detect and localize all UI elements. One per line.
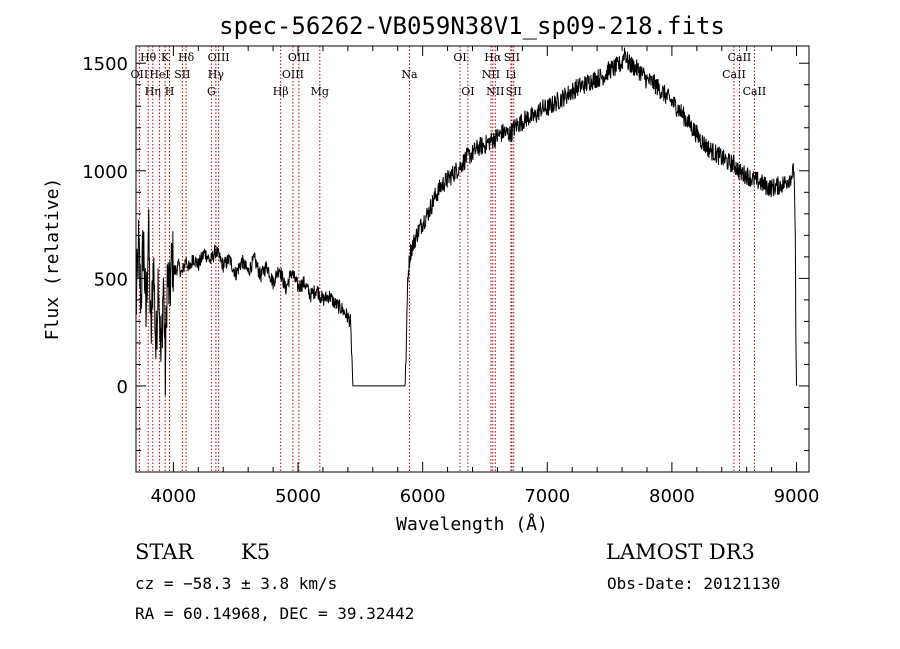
spectral-line-label: CaII [722,68,746,81]
spectral-line-label: OI [461,85,474,98]
spectral-line-label: OII [131,68,149,81]
object-class: STAR [135,540,194,564]
spectral-line-label: SII [504,51,520,64]
spectral-line-label: Hγ [208,68,225,81]
spectral-line-label: Hη [145,85,161,98]
chart-title: spec-56262-VB059N38V1_sp09-218.fits [219,12,725,40]
spectral-line-label: Hδ [178,51,195,64]
spectral-line-label: Mg [311,85,329,98]
x-axis-label: Wavelength (Å) [396,513,548,535]
subclass: K5 [241,540,271,564]
spectral-line-label: CaII [743,85,767,98]
spectral-line-label: SII [506,85,522,98]
spectral-line-label: Hβ [273,85,289,98]
spectral-line-label: NII [482,68,500,81]
flux-series [135,47,797,396]
spectral-line-label: SII [174,68,190,81]
y-tick-label: 1000 [82,162,128,183]
spectral-line-label: H [165,85,175,98]
flux-line [135,47,797,396]
spectral-line-label: NII [486,85,504,98]
spectral-line-label: OIII [288,51,310,64]
spectral-line-label: OIII [282,68,304,81]
spectral-line-label: Hθ [140,51,157,64]
spectral-line-label: OI [453,51,466,64]
y-axis-label: Flux (relative) [42,178,63,341]
spectral-line-label: Hα [484,51,502,64]
x-tick-label: 5000 [275,486,321,507]
plot-frame [135,45,810,473]
y-tick-label: 500 [94,269,128,290]
x-tick-label: 8000 [649,486,695,507]
redshift-velocity: cz = −58.3 ± 3.8 km/s [135,574,338,593]
observation-date: Obs-Date: 20121130 [607,574,781,593]
spectral-line-label: OIII [208,51,230,64]
y-tick-label: 1500 [82,54,128,75]
x-tick-label: 4000 [150,486,196,507]
survey-name: LAMOST DR3 [606,540,755,564]
spectral-line-label: Li [505,68,516,81]
coordinates: RA = 60.14968, DEC = 39.32442 [135,604,415,623]
spectral-line-markers: OII Hθ Hη HeI K H SII Hδ G Hγ OIII Hβ OIII OIII Mg Na OI… [131,46,767,472]
spectral-line-label: K [161,51,170,64]
x-tick-label: 9000 [774,486,820,507]
spectral-line-label: HeI [149,68,169,81]
spectral-line-label: G [207,85,216,98]
spectral-line-label: CaII [728,51,752,64]
x-tick-label: 6000 [400,486,446,507]
spectral-line-label: Na [401,68,418,81]
x-tick-label: 7000 [524,486,570,507]
y-tick-label: 0 [117,377,128,398]
axis-ticks: 4000 5000 6000 7000 8000 9000 0 500 1000 1500 [82,46,819,507]
